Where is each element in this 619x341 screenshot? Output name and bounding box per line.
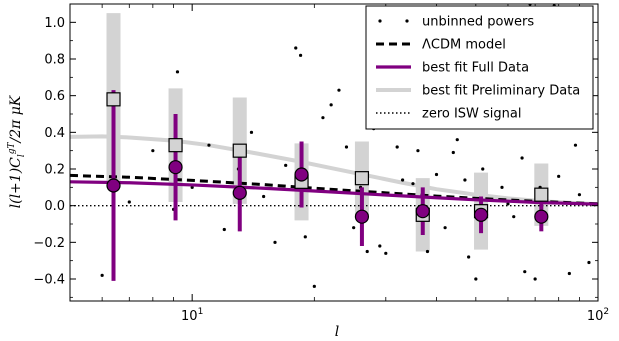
unbinned-point-35 <box>451 150 455 155</box>
plot-area <box>70 4 598 288</box>
y-tick-label-2: 0.0 <box>44 199 65 214</box>
unbinned-point-53 <box>567 271 571 276</box>
preliminary-marker-2 <box>232 143 247 158</box>
unbinned-point-16 <box>303 235 307 239</box>
unbinned-point-42 <box>500 185 504 189</box>
full-marker-2 <box>232 185 247 200</box>
unbinned-point-44 <box>512 215 516 219</box>
unbinned-point-12 <box>273 240 277 244</box>
y-tick-label-5: 0.6 <box>44 89 65 104</box>
y-axis-label-group: l(l+1)ClgT/2π μK <box>7 94 27 208</box>
unbinned-point-22 <box>352 226 356 230</box>
unbinned-point-15 <box>298 53 303 57</box>
unbinned-point-52 <box>557 174 561 178</box>
y-tick-label-0: −0.4 <box>33 273 65 288</box>
full-marker-0 <box>106 178 121 193</box>
unbinned-point-32 <box>425 249 430 254</box>
x-tick-label-0: 101 <box>181 307 203 324</box>
unbinned-point-8 <box>222 227 226 232</box>
unbinned-point-38 <box>467 255 471 259</box>
unbinned-point-2 <box>127 200 131 204</box>
legend-label-4: zero ISW signal <box>422 107 522 122</box>
plot-content <box>70 4 598 288</box>
y-tick-label-3: 0.2 <box>44 163 65 178</box>
unbinned-point-13 <box>284 163 288 167</box>
full-marker-1 <box>168 160 183 175</box>
unbinned-point-46 <box>523 270 527 274</box>
plot-frame <box>69 3 599 302</box>
unbinned-point-11 <box>262 194 266 199</box>
legend-dot-b <box>405 19 409 23</box>
unbinned-point-45 <box>520 156 524 160</box>
unbinned-point-5 <box>175 70 180 74</box>
best-fit-full-line <box>70 180 598 206</box>
y-tick-label-4: 0.4 <box>44 126 65 141</box>
unbinned-point-36 <box>455 138 459 142</box>
full-marker-7 <box>534 209 549 224</box>
unbinned-point-56 <box>587 260 591 265</box>
legend-label-3: best fit Preliminary Data <box>422 84 580 99</box>
unbinned-point-37 <box>463 178 467 182</box>
unbinned-point-3 <box>151 149 155 153</box>
x-axis-label: l <box>335 324 339 340</box>
preliminary-marker-1 <box>168 138 183 153</box>
unbinned-point-43 <box>506 202 510 206</box>
unbinned-point-17 <box>312 284 316 288</box>
unbinned-point-34 <box>443 226 447 230</box>
legend-label-1: ΛCDM model <box>422 38 506 53</box>
unbinned-point-24 <box>365 249 369 254</box>
preliminary-marker-4 <box>354 171 370 186</box>
y-axis-label: l(l+1)ClgT/2π μK <box>7 94 27 208</box>
full-marker-4 <box>354 209 370 224</box>
axis-ticks: −0.4 −0.2 0.0 0.2 0.4 0.6 0.8 1.0 101 102 <box>33 3 609 324</box>
unbinned-point-33 <box>434 172 439 177</box>
unbinned-point-14 <box>294 46 298 50</box>
legend-label-0: unbinned powers <box>422 15 534 30</box>
unbinned-point-21 <box>344 145 349 149</box>
unbinned-point-40 <box>481 167 485 171</box>
legend-label-2: best fit Full Data <box>422 61 529 76</box>
unbinned-point-7 <box>207 143 211 147</box>
unbinned-point-54 <box>573 143 578 147</box>
unbinned-point-31 <box>416 149 420 153</box>
unbinned-point-39 <box>474 277 478 281</box>
legend: unbinned powers ΛCDM model best fit Full D… <box>365 5 594 130</box>
full-marker-5 <box>415 204 430 219</box>
y-tick-label-7: 1.0 <box>44 16 65 31</box>
preliminary-marker-0 <box>106 92 121 107</box>
preliminary-marker-7 <box>534 187 549 202</box>
y-tick-label-1: −0.2 <box>33 236 65 251</box>
unbinned-point-0 <box>100 273 104 277</box>
full-marker-3 <box>294 167 309 182</box>
unbinned-point-26 <box>378 244 382 248</box>
unbinned-point-18 <box>321 116 325 120</box>
full-marker-6 <box>473 207 489 222</box>
x-tick-label-1: 102 <box>587 307 609 324</box>
unbinned-point-20 <box>337 88 341 92</box>
unbinned-point-28 <box>395 145 399 149</box>
unbinned-point-30 <box>411 182 415 186</box>
unbinned-point-48 <box>533 277 537 281</box>
unbinned-point-27 <box>384 251 388 255</box>
y-tick-label-6: 0.8 <box>44 53 65 68</box>
unbinned-point-10 <box>249 130 254 134</box>
best-fit-preliminary-line <box>70 134 598 207</box>
unbinned-point-55 <box>577 193 582 197</box>
legend-dot-a <box>378 19 382 23</box>
unbinned-point-29 <box>400 178 405 182</box>
lcdm-model-line <box>70 173 598 206</box>
unbinned-point-19 <box>329 103 333 107</box>
